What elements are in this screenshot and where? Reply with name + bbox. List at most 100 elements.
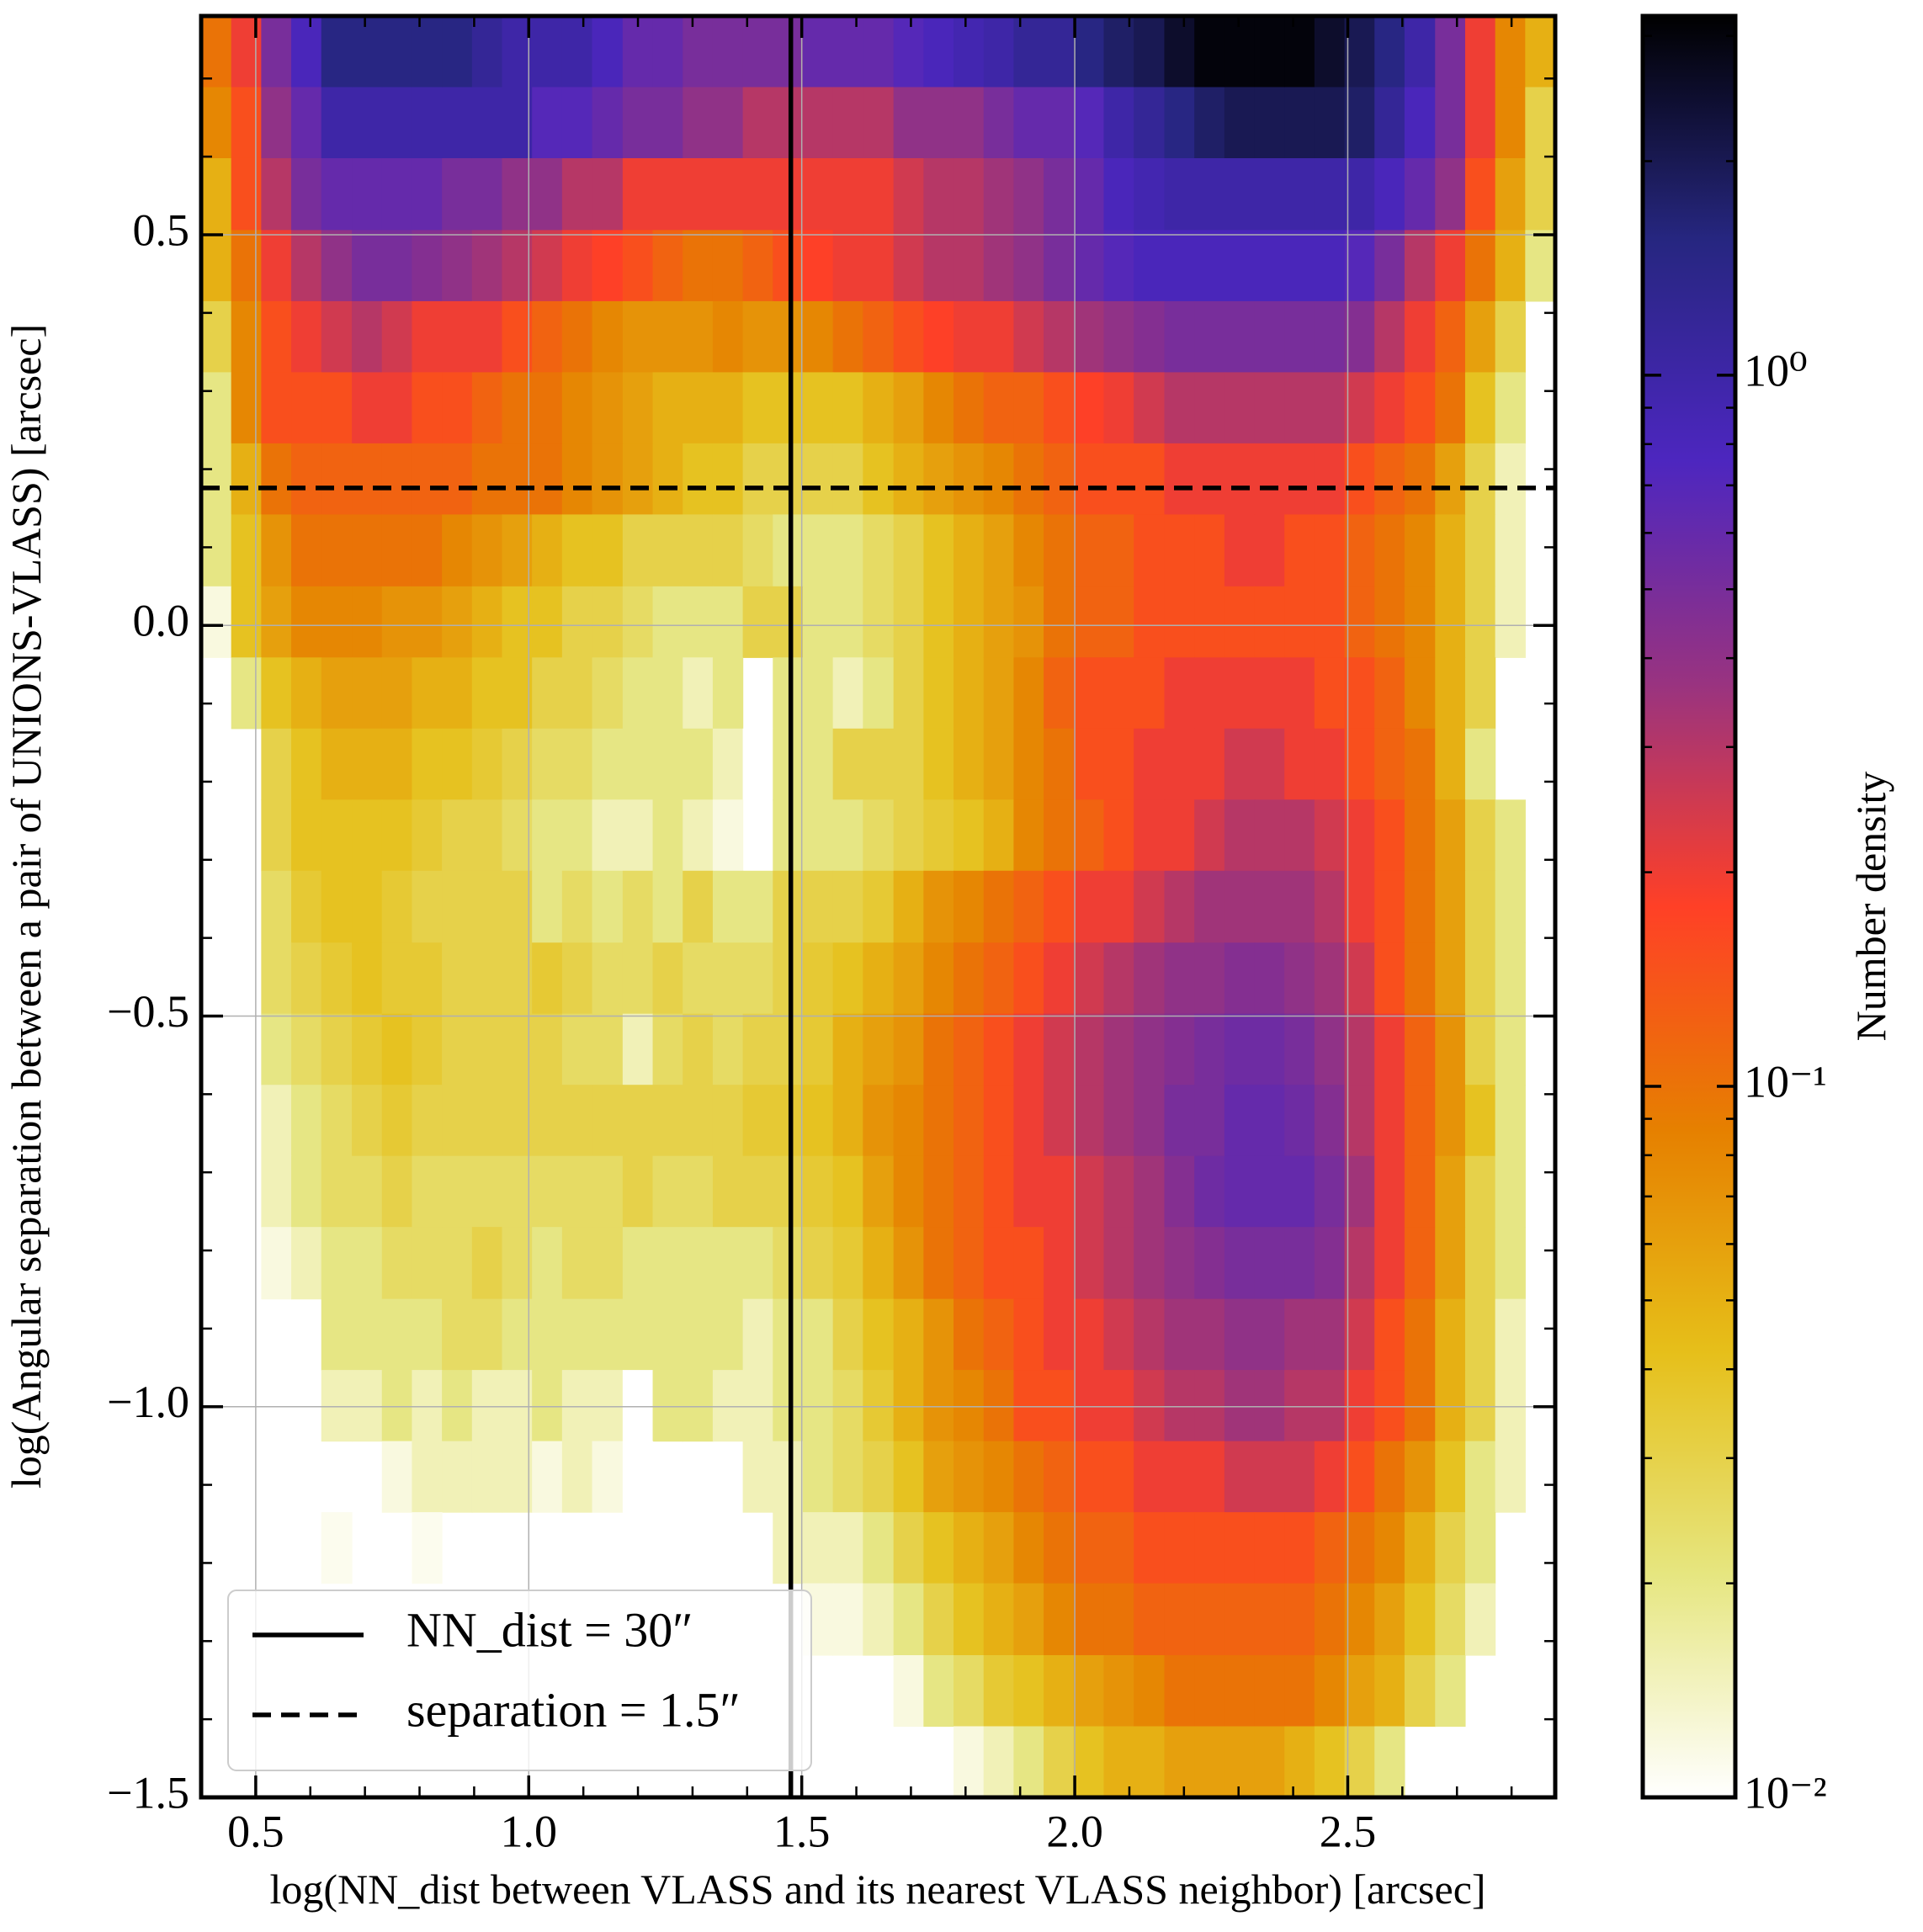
heatmap-cell: [1103, 16, 1134, 88]
heatmap-cell: [502, 1085, 533, 1157]
heatmap-cell: [1464, 300, 1496, 373]
heatmap-cell: [742, 870, 773, 943]
heatmap-cell: [1374, 586, 1405, 658]
heatmap-cell: [1254, 230, 1285, 302]
heatmap-cell: [502, 372, 533, 444]
heatmap-cell: [352, 300, 383, 373]
heatmap-cell: [442, 1370, 473, 1442]
heatmap-cell: [802, 1441, 834, 1513]
heatmap-cell: [1164, 1298, 1195, 1371]
heatmap-cell: [923, 1655, 954, 1728]
heatmap-cell: [502, 1227, 533, 1300]
heatmap-cell: [471, 1370, 503, 1442]
heatmap-cell: [532, 157, 563, 231]
heatmap-cell: [1344, 728, 1375, 800]
heatmap-cell: [561, 1441, 593, 1513]
heatmap-cell: [1374, 1583, 1405, 1656]
heatmap-cell: [502, 1370, 533, 1442]
heatmap-cell: [261, 514, 292, 587]
heatmap-cell: [1044, 1655, 1075, 1728]
heatmap-cell: [412, 1370, 443, 1442]
heatmap-cell: [1435, 372, 1466, 444]
heatmap-cell: [502, 1298, 533, 1371]
heatmap-cell: [683, 942, 714, 1015]
heatmap-cell: [742, 1155, 773, 1228]
heatmap-cell: [802, 16, 834, 88]
heatmap-cell: [592, 1227, 624, 1300]
heatmap-cell: [1013, 1655, 1044, 1728]
heatmap-cell: [652, 1370, 683, 1442]
heatmap-cell: [321, 728, 353, 800]
heatmap-cell: [1044, 230, 1075, 302]
heatmap-cell: [652, 1085, 683, 1157]
heatmap-cell: [1194, 870, 1225, 943]
heatmap-cell: [1344, 586, 1375, 658]
heatmap-cell: [863, 799, 895, 872]
heatmap-cell: [652, 514, 683, 587]
heatmap-cell: [1224, 728, 1256, 800]
heatmap-cell: [832, 157, 863, 231]
heatmap-cell: [652, 870, 683, 943]
heatmap-cell: [923, 372, 954, 444]
heatmap-cell: [954, 870, 985, 943]
heatmap-cell: [622, 728, 654, 800]
heatmap-cell: [863, 443, 895, 515]
heatmap-cell: [1103, 586, 1134, 658]
heatmap-cell: [742, 372, 773, 444]
heatmap-cell: [863, 300, 895, 373]
heatmap-cell: [1344, 157, 1375, 231]
heatmap-cell: [1073, 1155, 1105, 1228]
heatmap-cell: [592, 157, 624, 231]
heatmap-cell: [1224, 1227, 1256, 1300]
heatmap-cell: [832, 1298, 863, 1371]
heatmap-cell: [471, 1441, 503, 1513]
heatmap-cell: [1284, 586, 1315, 658]
heatmap-cell: [1134, 157, 1166, 231]
heatmap-cell: [412, 16, 443, 88]
heatmap-cell: [1314, 1085, 1346, 1157]
heatmap-cell: [1254, 1726, 1285, 1798]
heatmap-cell: [983, 1512, 1014, 1584]
heatmap-cell: [622, 372, 654, 444]
heatmap-cell: [622, 1155, 654, 1228]
heatmap-cell: [592, 1013, 624, 1085]
heatmap-cell: [561, 1155, 593, 1228]
heatmap-cell: [1435, 1155, 1466, 1228]
heatmap-cell: [1073, 87, 1105, 159]
heatmap-cell: [1224, 657, 1256, 730]
heatmap-cell: [1073, 870, 1105, 943]
heatmap-cell: [1103, 1512, 1134, 1584]
heatmap-cell: [1044, 799, 1075, 872]
heatmap-cell: [1103, 443, 1134, 515]
heatmap-cell: [561, 1085, 593, 1157]
heatmap-cell: [1224, 1655, 1256, 1728]
heatmap-cell: [1495, 157, 1526, 231]
heatmap-cell: [863, 1583, 895, 1656]
heatmap-cell: [832, 1155, 863, 1228]
heatmap-cell: [1013, 1441, 1044, 1513]
heatmap-cell: [321, 799, 353, 872]
heatmap-cell: [201, 16, 232, 88]
heatmap-cell: [1103, 514, 1134, 587]
heatmap-cell: [1103, 1298, 1134, 1371]
heatmap-cell: [231, 443, 262, 515]
heatmap-cell: [352, 1227, 383, 1300]
heatmap-cell: [1374, 372, 1405, 444]
heatmap-cell: [683, 1155, 714, 1228]
heatmap-cell: [321, 300, 353, 373]
heatmap-cell: [412, 1085, 443, 1157]
heatmap-cell: [561, 514, 593, 587]
heatmap-cell: [381, 1370, 413, 1442]
heatmap-cell: [291, 728, 322, 800]
heatmap-cell: [1435, 942, 1466, 1015]
heatmap-cell: [1314, 300, 1346, 373]
heatmap-cell: [1013, 1726, 1044, 1798]
heatmap-cell: [1344, 514, 1375, 587]
heatmap-cell: [261, 16, 292, 88]
heatmap-cell: [802, 1013, 834, 1085]
heatmap-cell: [1435, 657, 1466, 730]
heatmap-cell: [683, 799, 714, 872]
heatmap-cell: [773, 1227, 804, 1300]
heatmap-cell: [1194, 1583, 1225, 1656]
heatmap-cell: [622, 1227, 654, 1300]
